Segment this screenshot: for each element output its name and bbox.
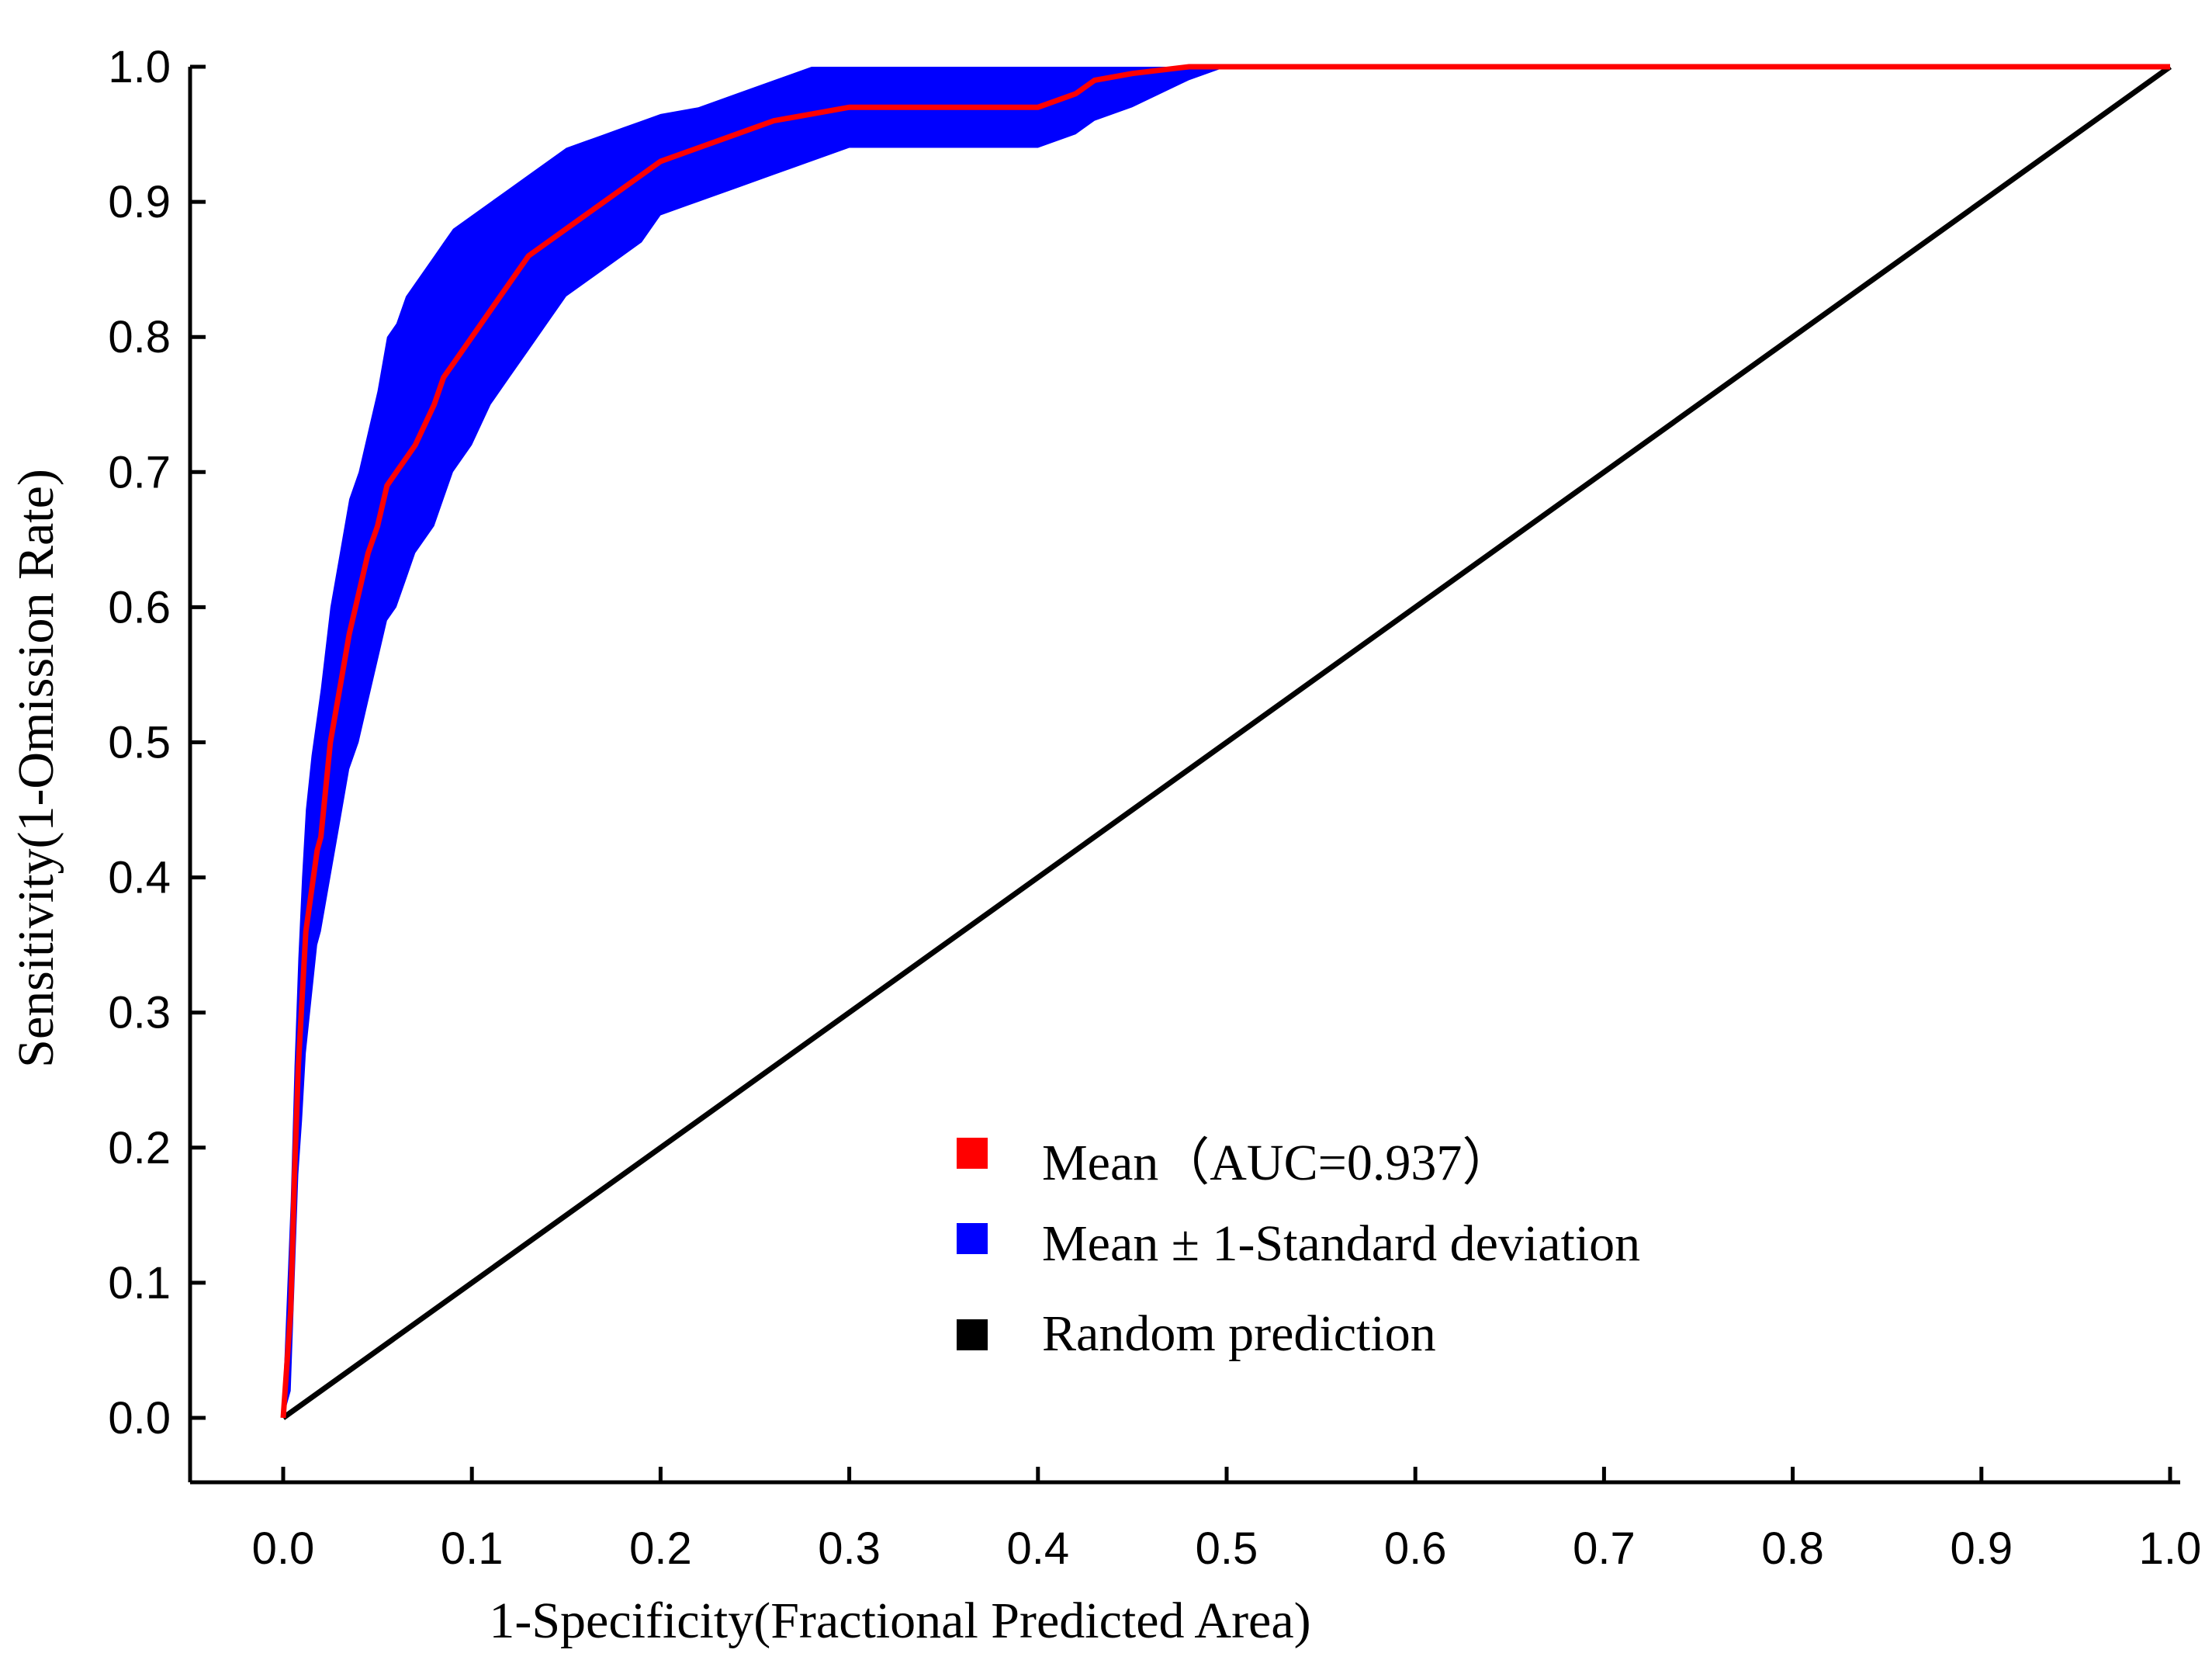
x-tick-label: 0.7 — [1573, 1523, 1636, 1574]
y-tick-label: 0.9 — [108, 177, 171, 227]
y-tick-label: 0.7 — [108, 447, 171, 497]
legend-swatch-std — [957, 1223, 988, 1254]
x-tick-label: 0.5 — [1196, 1523, 1258, 1574]
y-tick-label: 0.3 — [108, 988, 171, 1038]
plot-area — [280, 64, 2172, 1420]
y-tick-label: 0.0 — [108, 1393, 171, 1443]
x-tick-label: 0.8 — [1761, 1523, 1824, 1574]
x-tick-label: 1.0 — [2139, 1523, 2202, 1574]
x-tick-label: 0.4 — [1006, 1523, 1069, 1574]
legend-swatch-mean — [957, 1138, 988, 1169]
y-axis-title: Sensitivity(1-Omission Rate) — [8, 469, 64, 1068]
y-axis: 0.0 0.1 0.2 0.3 0.4 0.5 0.6 0.7 0.8 0.9 1.0 — [108, 42, 206, 1482]
y-tick-label: 0.8 — [108, 312, 171, 362]
x-tick-label: 0.6 — [1384, 1523, 1447, 1574]
legend-swatch-random — [957, 1319, 988, 1350]
y-tick-label: 0.5 — [108, 718, 171, 768]
x-tick-label: 0.9 — [1950, 1523, 2013, 1574]
y-tick-label: 0.6 — [108, 582, 171, 632]
legend-label-std: Mean ± 1-Standard deviation — [1042, 1215, 1640, 1272]
x-axis-title: 1-Specificity(Fractional Predicted Area) — [489, 1592, 1310, 1649]
mean-roc-line — [280, 64, 2170, 1419]
y-tick-label: 0.4 — [108, 853, 171, 903]
legend-label-mean: Mean（AUC=0.937） — [1042, 1135, 1513, 1191]
x-tick-label: 0.1 — [441, 1523, 504, 1574]
x-tick-label: 0.3 — [818, 1523, 881, 1574]
y-tick-label: 1.0 — [108, 42, 171, 92]
x-tick-label: 0.2 — [629, 1523, 692, 1574]
random-prediction-line — [281, 64, 2172, 1420]
x-tick-label: 0.0 — [252, 1523, 315, 1574]
legend: Mean（AUC=0.937） Mean ± 1-Standard deviat… — [957, 1135, 1640, 1362]
y-tick-label: 0.1 — [108, 1258, 171, 1308]
x-axis: 0.0 0.1 0.2 0.3 0.4 0.5 0.6 0.7 0.8 0.9 1.0 — [190, 1467, 2201, 1574]
y-tick-label: 0.2 — [108, 1123, 171, 1173]
legend-label-random: Random prediction — [1042, 1305, 1436, 1362]
